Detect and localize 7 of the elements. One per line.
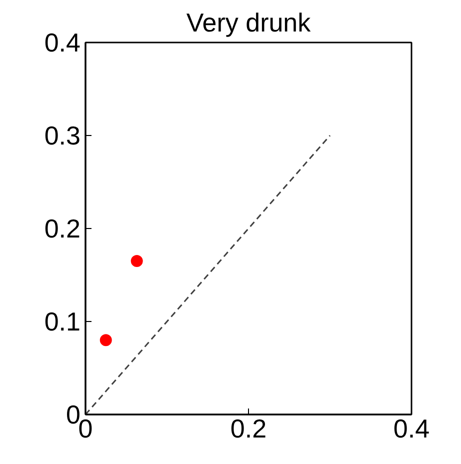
y-tick-label: 0.2 bbox=[44, 214, 81, 244]
x-tick-label: 0.4 bbox=[393, 414, 430, 444]
y-tick-label: 0.3 bbox=[44, 120, 81, 150]
y-tick-label: 0.4 bbox=[44, 28, 81, 58]
x-tick-label: 0.2 bbox=[230, 414, 267, 444]
chart-title: Very drunk bbox=[186, 8, 312, 38]
y-tick-label: 0.1 bbox=[44, 306, 81, 336]
